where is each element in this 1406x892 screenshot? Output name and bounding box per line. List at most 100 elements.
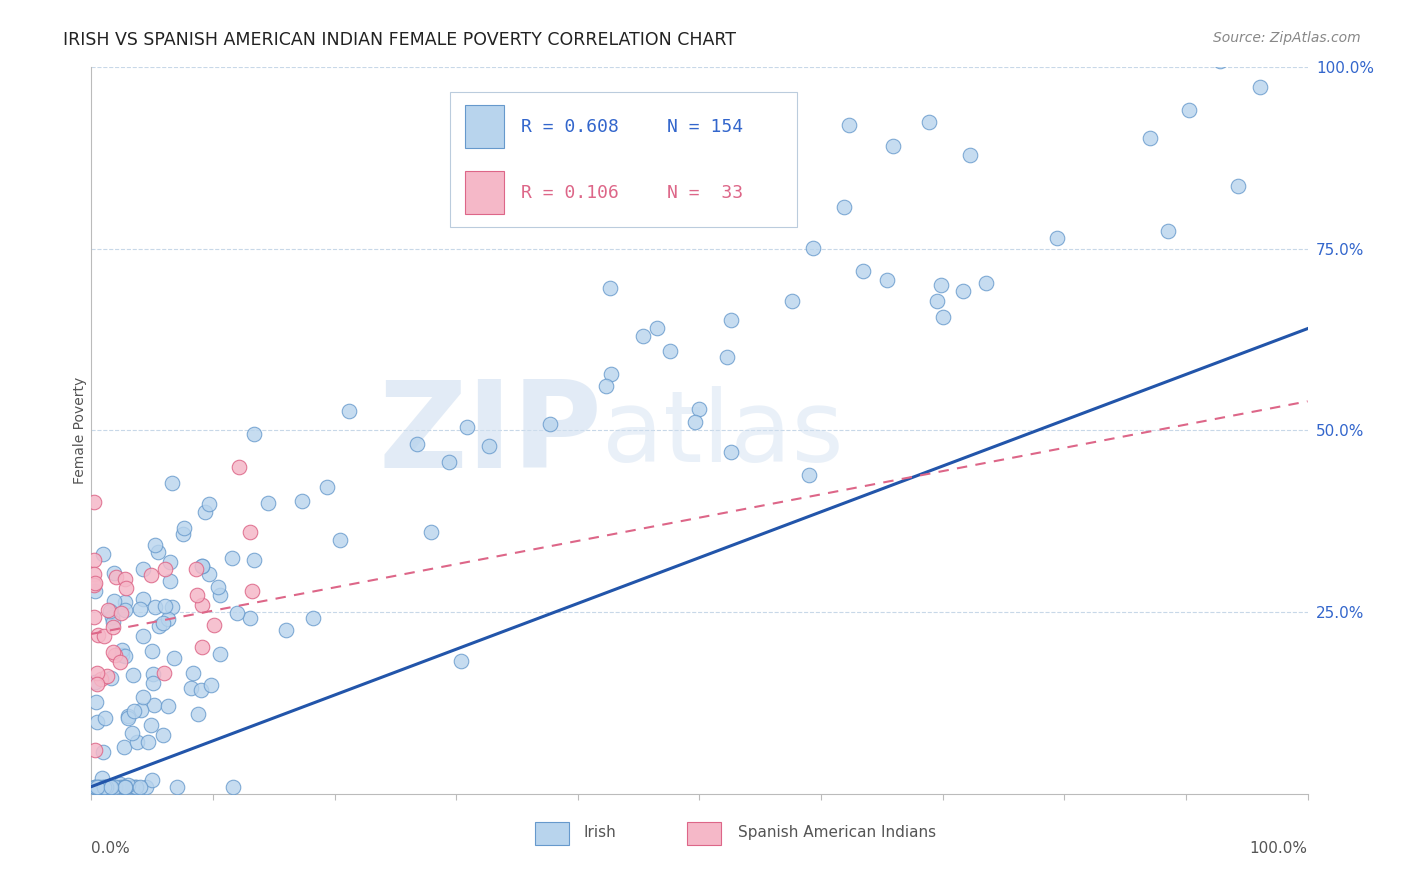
Text: N = 154: N = 154 [666,118,742,136]
Point [83,494,105,508]
Point [104,648,127,663]
Point [86,780,108,794]
Point [256,496,278,510]
Point [207,580,229,594]
Point [186,589,208,603]
Point [631,329,654,343]
Bar [465,104,503,148]
Point [93,780,115,794]
Point [124,780,146,794]
Point [127,735,149,749]
Text: R = 0.106: R = 0.106 [520,184,619,202]
Point [190,683,212,698]
Text: Spanish American Indians: Spanish American Indians [738,825,936,840]
Point [477,439,499,453]
Point [274,623,297,637]
Point [143,698,166,713]
Point [882,138,904,153]
Point [918,115,941,129]
Point [152,666,174,681]
Point [186,562,208,576]
Point [89,780,111,794]
Point [329,533,352,547]
Point [101,615,124,629]
Point [1226,179,1249,194]
Point [155,599,177,613]
Text: IRISH VS SPANISH AMERICAN INDIAN FEMALE POVERTY CORRELATION CHART: IRISH VS SPANISH AMERICAN INDIAN FEMALE … [63,31,737,49]
Text: R = 0.608: R = 0.608 [520,118,619,136]
Point [780,293,803,308]
Point [191,598,214,612]
Point [456,420,478,434]
Point [239,611,262,625]
Point [101,610,124,624]
Point [84,780,107,794]
Point [1139,131,1161,145]
Point [141,718,163,732]
Point [83,567,105,582]
Point [166,780,188,794]
Point [974,276,997,290]
Point [190,558,212,573]
Bar [465,171,503,214]
Point [110,607,132,621]
Text: Source: ZipAtlas.com: Source: ZipAtlas.com [1213,31,1361,45]
Point [83,575,105,590]
Point [114,603,136,617]
Point [143,538,166,552]
Point [100,671,122,685]
Point [226,606,249,620]
Point [104,780,127,794]
Point [228,459,250,474]
Point [159,574,181,588]
Point [90,673,112,687]
Point [142,676,165,690]
Point [437,455,460,469]
Point [450,654,472,668]
Point [152,616,174,631]
Point [111,648,134,662]
Point [716,350,738,364]
Point [194,505,217,519]
Point [103,594,125,608]
Point [132,629,155,643]
Point [117,778,139,792]
Text: atlas: atlas [602,385,844,483]
Point [243,553,266,567]
Point [96,669,118,683]
Point [83,610,105,624]
Point [90,771,112,785]
Point [84,695,107,709]
Point [645,321,668,335]
Point [337,403,360,417]
Point [208,647,231,661]
Text: 0.0%: 0.0% [91,841,131,856]
Point [160,599,183,614]
Point [876,273,898,287]
Point [160,476,183,491]
Point [240,584,263,599]
Point [83,578,105,592]
Point [121,780,143,794]
Point [141,567,163,582]
Point [90,780,112,794]
Point [316,480,339,494]
Bar [536,822,569,845]
Point [136,735,159,749]
Point [87,780,110,794]
Point [200,678,222,692]
Point [927,293,949,308]
Point [86,665,108,680]
Point [172,527,194,541]
Point [135,780,157,794]
Point [595,379,617,393]
Point [141,644,163,658]
Point [1249,79,1271,94]
Point [114,573,136,587]
Point [86,714,108,729]
Point [131,703,153,717]
Point [114,581,136,595]
Point [114,595,136,609]
Point [405,436,427,450]
Point [110,780,132,794]
